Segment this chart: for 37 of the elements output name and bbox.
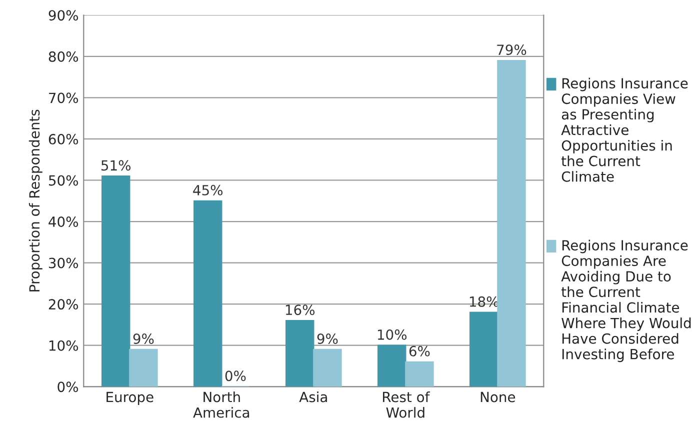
bar: [129, 348, 158, 387]
data-label: 0%: [225, 370, 246, 382]
bar: [285, 320, 314, 387]
x-tick-label: Rest of World: [382, 392, 430, 418]
data-label: 51%: [101, 160, 131, 171]
bar: [405, 361, 434, 387]
y-axis-title: Proportion of Respondents: [28, 110, 42, 292]
x-tick-label: Europe: [106, 392, 154, 405]
y-tick-label: 70%: [49, 92, 78, 104]
y-tick-label: 90%: [48, 10, 78, 21]
data-label: 9%: [317, 334, 338, 344]
data-label: 9%: [133, 334, 154, 344]
x-tick-label: Asia: [299, 392, 327, 402]
bar: [497, 60, 526, 387]
data-label: 6%: [409, 346, 430, 356]
y-tick-label: 60%: [48, 134, 78, 144]
bar: [193, 200, 222, 387]
y-tick-label: 30%: [48, 258, 78, 268]
bar: [470, 312, 498, 387]
x-tick-label: North America: [193, 392, 250, 418]
y-tick-label: 80%: [48, 51, 78, 62]
y-tick-label: 20%: [48, 299, 78, 310]
y-tick-label: 50%: [48, 175, 78, 186]
bar: [313, 348, 342, 387]
x-tick-label: None: [480, 392, 516, 402]
bar: [101, 176, 130, 387]
data-label: 79%: [497, 44, 526, 56]
data-label: 16%: [286, 304, 315, 316]
y-tick-label: 0%: [58, 382, 78, 392]
data-label: 45%: [193, 184, 223, 196]
y-tick-label: 10%: [49, 340, 78, 351]
bar: [378, 344, 406, 387]
data-label: 10%: [378, 329, 407, 340]
data-label: 18%: [470, 296, 499, 307]
legend-label: Regions Insurance Companies Are Avoiding Due to the Current Financial Climate Where They Would Have Considered Investing Before: [561, 240, 691, 362]
y-tick-label: 40%: [48, 216, 78, 227]
legend-label: Regions Insurance Companies View as Presenting Attractive Opportunities in the Current Climate: [561, 78, 688, 182]
